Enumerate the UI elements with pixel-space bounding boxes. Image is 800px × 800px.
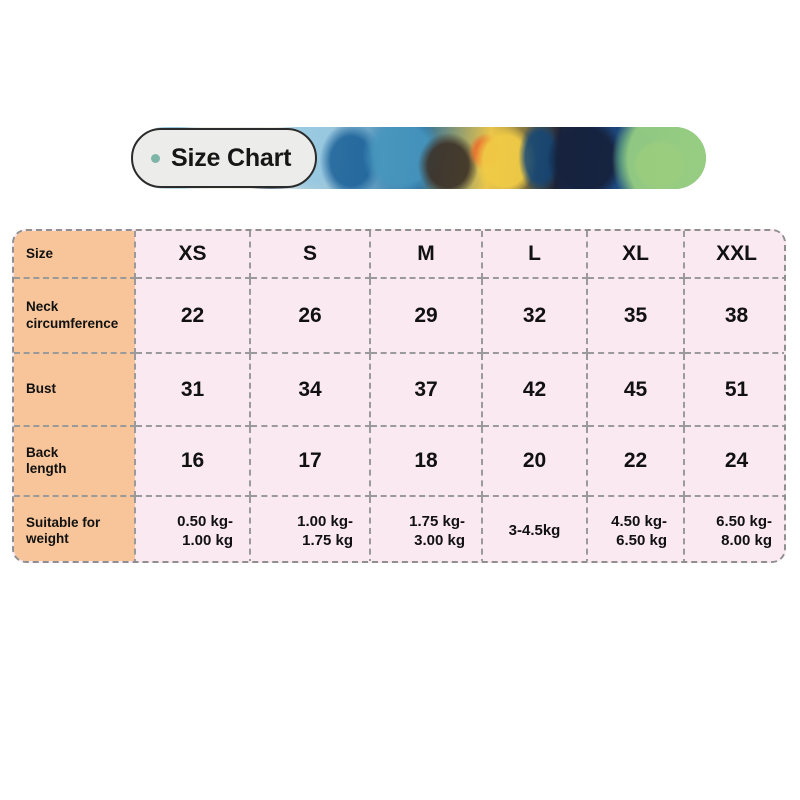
cell-bust-xs: 31 (135, 353, 251, 427)
table-row: Back length 16 17 18 20 22 24 (14, 426, 784, 497)
header-cell-xs: XS (135, 231, 251, 279)
cell-back-xs: 16 (135, 426, 251, 497)
cell-neck-xs: 22 (135, 278, 251, 354)
cell-back-xl: 22 (587, 426, 685, 497)
cell-weight-m: 1.75 kg- 3.00 kg (370, 496, 483, 561)
cell-weight-xl: 4.50 kg- 6.50 kg (587, 496, 685, 561)
row-label-back-length: Back length (14, 426, 136, 497)
row-label-neck-circumference: Neck circumference (14, 278, 136, 354)
header-cell-xl: XL (587, 231, 685, 279)
cell-neck-s: 26 (250, 278, 371, 354)
cell-line: 1.75 kg (302, 532, 353, 549)
header-cell-xxl: XXL (684, 231, 784, 279)
row-label-line: Suitable for (26, 514, 101, 530)
cell-neck-xxl: 38 (684, 278, 784, 354)
cell-line: 0.50 kg- (177, 512, 233, 530)
row-label-line: Back (26, 444, 59, 460)
table-row: Neck circumference 22 26 29 32 35 38 (14, 278, 784, 354)
cell-line: 1.75 kg- (409, 512, 465, 530)
cell-weight-s: 1.00 kg- 1.75 kg (250, 496, 371, 561)
cell-bust-l: 42 (482, 353, 588, 427)
size-table: Size XS S M L XL XXL Neck circumference … (14, 231, 784, 561)
cell-neck-l: 32 (482, 278, 588, 354)
table-row: Bust 31 34 37 42 45 51 (14, 353, 784, 427)
cell-neck-xl: 35 (587, 278, 685, 354)
cell-line: 3-4.5kg (508, 522, 561, 540)
row-label-line: Bust (26, 381, 56, 397)
header-cell-size: Size (14, 231, 136, 279)
row-label-bust: Bust (14, 353, 136, 427)
row-label-line: weight (26, 531, 69, 546)
row-label-line: Neck (26, 299, 59, 315)
header-cell-l: L (482, 231, 588, 279)
banner-area: Size Chart (0, 0, 800, 215)
cell-line: 6.50 kg (616, 532, 667, 549)
header-cell-s: S (250, 231, 371, 279)
cell-line: 8.00 kg (721, 532, 772, 549)
bullet-dot-icon (151, 153, 160, 163)
cell-line: 4.50 kg- (611, 512, 667, 530)
cell-bust-m: 37 (370, 353, 483, 427)
cell-back-xxl: 24 (684, 426, 784, 497)
row-label-line: circumference (26, 315, 119, 331)
size-chart-badge: Size Chart (131, 128, 317, 188)
cell-bust-xxl: 51 (684, 353, 784, 427)
cell-line: 6.50 kg- (716, 512, 772, 530)
cell-line: 1.00 kg- (297, 512, 353, 530)
cell-line: 3.00 kg (414, 532, 465, 549)
cell-weight-l: 3-4.5kg (482, 496, 588, 561)
cell-back-s: 17 (250, 426, 371, 497)
cell-back-m: 18 (370, 426, 483, 497)
cell-bust-s: 34 (250, 353, 371, 427)
table-row: Suitable for weight 0.50 kg- 1.00 kg 1.0… (14, 496, 784, 561)
row-label-line: length (26, 461, 67, 476)
cell-weight-xxl: 6.50 kg- 8.00 kg (684, 496, 784, 561)
size-chart-table: Size XS S M L XL XXL Neck circumference … (12, 229, 786, 563)
cell-back-l: 20 (482, 426, 588, 497)
cell-weight-xs: 0.50 kg- 1.00 kg (135, 496, 251, 561)
cell-bust-xl: 45 (587, 353, 685, 427)
table-header-row: Size XS S M L XL XXL (14, 231, 784, 279)
row-label-suitable-for-weight: Suitable for weight (14, 496, 136, 561)
cell-neck-m: 29 (370, 278, 483, 354)
page-title: Size Chart (171, 143, 292, 172)
cell-line: 1.00 kg (182, 532, 233, 549)
header-cell-m: M (370, 231, 483, 279)
